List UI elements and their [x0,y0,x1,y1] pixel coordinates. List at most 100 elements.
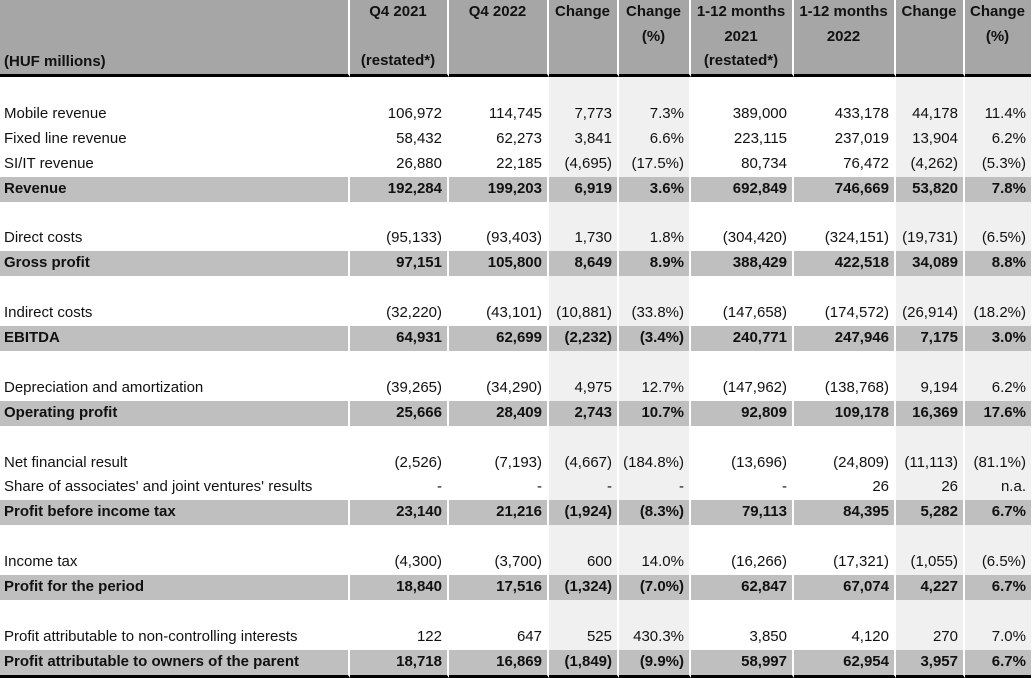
value-cell: (9.9%) [619,649,691,678]
value-cell: (1,849) [549,649,619,678]
spacer-row [0,425,1031,451]
table-row: Net financial result (2,526) (7,193) (4,667… [0,450,1031,476]
value-cell: 44,178 [896,101,965,127]
column-header: Change [549,0,619,77]
value-cell: 6.7% [965,500,1031,526]
value-cell: (33.8%) [619,301,691,327]
empty-cell [691,525,794,551]
value-cell: 223,115 [691,126,794,152]
value-cell: 237,019 [794,126,896,152]
value-cell: 62,847 [691,575,794,600]
total-row: EBITDA 64,931 62,699 (2,232) (3.4%) 240,771 24… [0,326,1031,351]
value-cell: 525 [549,624,619,650]
column-header-line: 1-12 months [696,3,786,20]
value-cell: 122 [350,624,449,650]
empty-cell [965,77,1031,102]
value-cell: - [449,475,549,501]
value-cell: 23,140 [350,500,449,526]
empty-cell [896,599,965,625]
empty-cell [619,525,691,551]
empty-cell [0,350,350,376]
empty-cell [449,201,549,227]
value-cell: 18,718 [350,649,449,678]
value-cell: (18.2%) [965,301,1031,327]
value-cell: 84,395 [794,500,896,526]
total-row: Gross profit 97,151 105,800 8,649 8.9% 388,42… [0,251,1031,277]
value-cell: 6.2% [965,375,1031,401]
value-cell: 11.4% [965,101,1031,127]
empty-cell [794,350,896,376]
value-cell: 18,840 [350,575,449,600]
value-cell: - [691,475,794,501]
value-cell: (81.1%) [965,450,1031,476]
value-cell: 97,151 [350,251,449,277]
column-header-line: Change [625,3,681,20]
empty-cell [619,77,691,102]
value-cell: 388,429 [691,251,794,277]
value-cell: 746,669 [794,176,896,202]
column-header-line: 1-12 months [799,3,888,20]
empty-cell [691,350,794,376]
column-header: Change (%) [965,0,1031,77]
empty-cell [0,599,350,625]
value-cell: 26 [896,475,965,501]
row-label: Direct costs [0,226,350,252]
row-label: Share of associates' and joint ventures'… [0,475,350,501]
empty-cell [350,350,449,376]
spacer-row [0,201,1031,227]
value-cell: 3.6% [619,176,691,202]
value-cell: - [350,475,449,501]
value-cell: (16,266) [691,550,794,576]
empty-cell [549,525,619,551]
empty-cell [794,599,896,625]
row-label: Indirect costs [0,301,350,327]
column-header-line: (restated*) [703,52,779,69]
empty-cell [449,350,549,376]
table-row: Share of associates' and joint ventures'… [0,475,1031,501]
empty-cell [619,350,691,376]
total-row: Profit for the period 18,840 17,516 (1,324)… [0,575,1031,600]
value-cell: 3,957 [896,649,965,678]
empty-cell [449,599,549,625]
value-cell: 240,771 [691,326,794,351]
value-cell: 58,432 [350,126,449,152]
value-cell: 6,919 [549,176,619,202]
column-header-line [623,49,684,74]
value-cell: 7.0% [965,624,1031,650]
value-cell: (4,667) [549,450,619,476]
column-header-line [900,25,958,50]
empty-cell [549,201,619,227]
empty-cell [449,425,549,451]
value-cell: (11,113) [896,450,965,476]
value-cell: (1,924) [549,500,619,526]
empty-cell [691,77,794,102]
empty-cell [794,77,896,102]
value-cell: 4,975 [549,375,619,401]
value-cell: 3,850 [691,624,794,650]
value-cell: (13,696) [691,450,794,476]
value-cell: (174,572) [794,301,896,327]
empty-cell [0,525,350,551]
column-header-line: 2022 [826,27,861,45]
value-cell: 6.7% [965,575,1031,600]
column-header: Change (%) [619,0,691,77]
value-cell: 26 [794,475,896,501]
row-label: Depreciation and amortization [0,375,350,401]
value-cell: (4,262) [896,151,965,177]
value-cell: 692,849 [691,176,794,202]
value-cell: - [619,475,691,501]
empty-cell [619,201,691,227]
value-cell: 21,216 [449,500,549,526]
table-row: Mobile revenue 106,972 114,745 7,773 7.3% 389… [0,101,1031,127]
value-cell: (43,101) [449,301,549,327]
value-cell: 600 [549,550,619,576]
value-cell: 16,369 [896,400,965,426]
value-cell: 5,282 [896,500,965,526]
empty-cell [449,525,549,551]
value-cell: 58,997 [691,649,794,678]
unit-label: (HUF millions) [0,0,350,77]
column-header-line [553,49,612,74]
value-cell: (7,193) [449,450,549,476]
value-cell: 92,809 [691,400,794,426]
